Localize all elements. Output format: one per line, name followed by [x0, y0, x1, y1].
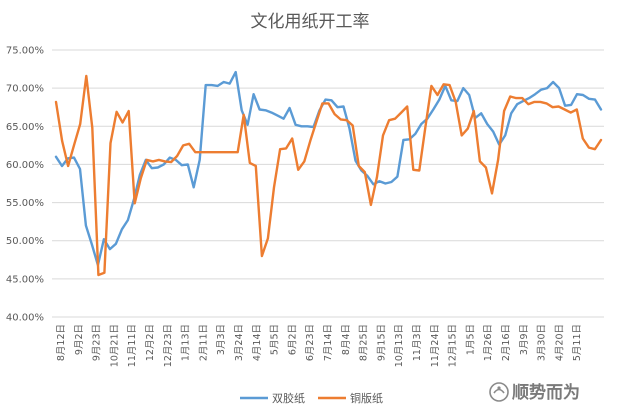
x-tick-label: 3月30日	[537, 324, 548, 361]
x-tick-label: 9月23日	[92, 324, 103, 361]
watermark-icon	[489, 382, 509, 402]
x-tick-label: 12月15日	[448, 324, 459, 367]
y-tick-label: 75.00%	[6, 46, 44, 57]
x-tick-label: 5月11日	[572, 324, 583, 361]
watermark-text: 顺势而为	[512, 382, 580, 403]
x-tick-label: 11月24日	[430, 324, 441, 367]
y-tick-label: 55.00%	[6, 198, 44, 209]
x-tick-label: 3月24日	[234, 324, 245, 361]
x-tick-label: 11月3日	[412, 324, 423, 361]
legend: 双胶纸 铜版纸	[240, 391, 383, 405]
watermark: 顺势而为	[489, 382, 580, 403]
x-tick-label: 4月20日	[554, 324, 565, 361]
x-tick-label: 4月14日	[252, 324, 263, 361]
x-tick-label: 8月25日	[359, 324, 370, 361]
x-tick-label: 8月4日	[341, 324, 352, 355]
x-tick-label: 12月23日	[163, 324, 174, 367]
y-tick-label: 70.00%	[6, 84, 44, 95]
x-tick-label: 10月13日	[394, 324, 405, 367]
x-tick-label: 2月11日	[198, 324, 209, 361]
x-tick-label: 9月2日	[74, 324, 85, 355]
series-lines	[54, 70, 603, 277]
y-tick-label: 65.00%	[6, 122, 44, 133]
y-tick-label: 45.00%	[6, 274, 44, 285]
x-tick-label: 9月15日	[376, 324, 387, 361]
legend-label: 双胶纸	[272, 391, 305, 405]
x-tick-label: 1月5日	[465, 324, 476, 355]
x-tick-label: 2月16日	[501, 324, 512, 361]
x-tick-label: 3月3日	[216, 324, 227, 355]
y-tick-label: 40.00%	[6, 313, 44, 324]
x-tick-label: 12月2日	[145, 324, 156, 361]
series-line-shuangjiaozhi	[54, 70, 603, 267]
gridlines	[52, 49, 604, 318]
y-axis-tick-labels: 40.00% 45.00% 50.00% 55.00% 60.00% 65.00% 70.0…	[6, 46, 44, 324]
x-tick-label: 10月21日	[109, 324, 120, 367]
x-tick-label: 3月9日	[519, 324, 530, 355]
chart-title: 文化用纸开工率	[251, 12, 370, 32]
series-line-tongbanzhi	[54, 74, 603, 277]
y-tick-label: 50.00%	[6, 236, 44, 247]
x-tick-label: 5月5日	[270, 324, 281, 355]
x-tick-label: 7月14日	[323, 324, 334, 361]
legend-label: 铜版纸	[350, 391, 383, 405]
x-tick-label: 8月12日	[56, 324, 67, 361]
x-tick-label: 1月26日	[483, 324, 494, 361]
x-tick-label: 6月23日	[305, 324, 316, 361]
x-tick-label: 11月11日	[127, 324, 138, 367]
x-tick-label: 1月13日	[181, 324, 192, 361]
x-tick-label: 6月2日	[287, 324, 298, 355]
y-tick-label: 60.00%	[6, 160, 44, 171]
x-axis-tick-labels: 8月12日 9月2日 9月23日 10月21日 11月11日 12月2日 12月23日 1月1…	[56, 324, 583, 367]
